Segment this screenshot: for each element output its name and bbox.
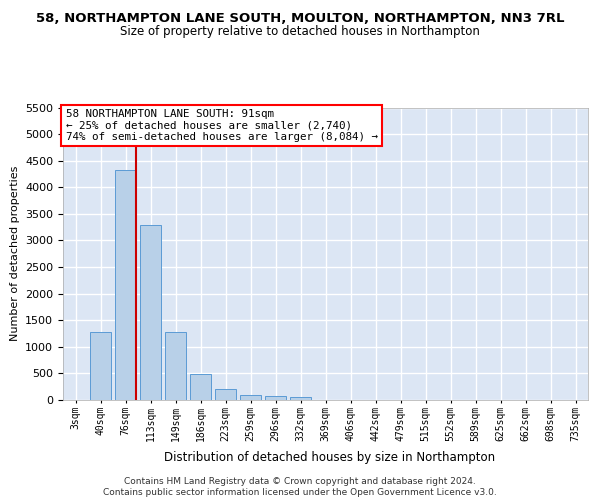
Bar: [115, 170, 136, 400]
Bar: [240, 395, 261, 400]
Y-axis label: Number of detached properties: Number of detached properties: [10, 166, 20, 342]
Bar: [215, 388, 236, 400]
Text: 58 NORTHAMPTON LANE SOUTH: 91sqm
← 25% of detached houses are smaller (2,740)
74: 58 NORTHAMPTON LANE SOUTH: 91sqm ← 25% o…: [65, 109, 377, 142]
Text: Distribution of detached houses by size in Northampton: Distribution of detached houses by size …: [164, 451, 496, 464]
Text: Contains HM Land Registry data © Crown copyright and database right 2024.: Contains HM Land Registry data © Crown c…: [124, 476, 476, 486]
Bar: [165, 332, 186, 400]
Bar: [90, 332, 111, 400]
Text: 58, NORTHAMPTON LANE SOUTH, MOULTON, NORTHAMPTON, NN3 7RL: 58, NORTHAMPTON LANE SOUTH, MOULTON, NOR…: [36, 12, 564, 26]
Bar: [265, 396, 286, 400]
Text: Size of property relative to detached houses in Northampton: Size of property relative to detached ho…: [120, 25, 480, 38]
Text: Contains public sector information licensed under the Open Government Licence v3: Contains public sector information licen…: [103, 488, 497, 497]
Bar: [190, 374, 211, 400]
Bar: [140, 224, 161, 400]
Bar: [290, 397, 311, 400]
